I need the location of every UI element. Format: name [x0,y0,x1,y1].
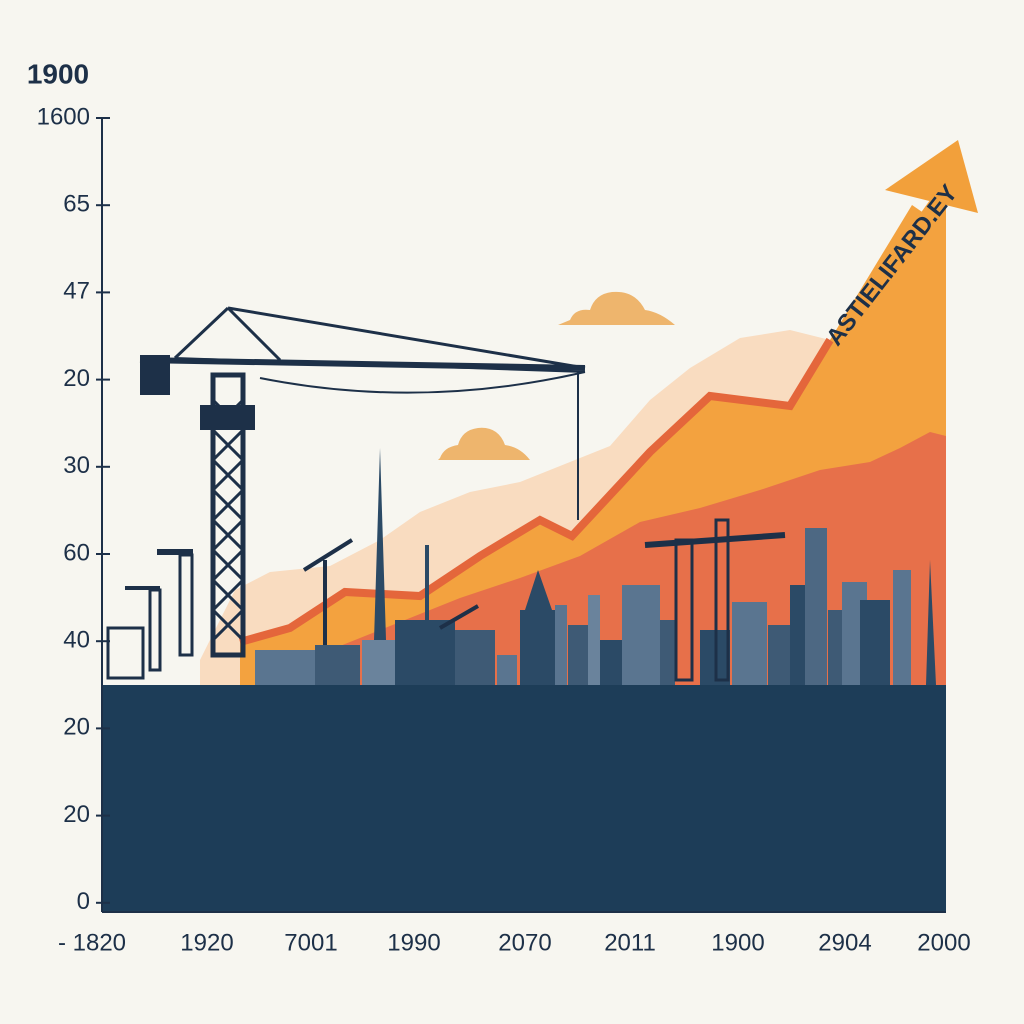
x-axis-label: 1920 [180,929,233,956]
x-axis-label: 2011 [604,929,656,956]
x-axis-labels: - 1820 1920 7001 1990 2070 2011 1900 2904 2000 [58,929,971,956]
y-axis-label: 40 [63,627,90,654]
y-axis-label: 20 [63,714,90,741]
cloud [558,291,675,325]
x-axis-label: 2070 [498,929,551,956]
x-axis-label: 1900 [711,929,764,956]
cranes [106,306,786,682]
y-axis-label: 30 [63,452,90,479]
y-axis-label: 60 [63,539,90,566]
y-axis-label: 1600 [37,103,90,130]
arrow-head [885,140,978,213]
cloud [438,427,530,460]
y-axis-label: 65 [63,191,90,218]
ground-block [102,685,946,912]
y-axis-labels: 1600 65 47 20 30 60 40 20 20 0 [37,103,110,915]
x-axis-label: 2904 [818,929,871,956]
x-axis-label: 1990 [387,929,440,956]
y-axis-label: 47 [63,278,90,305]
y-axis-label: 20 [63,801,90,828]
x-axis-label: - 1820 [58,929,126,956]
arrow-shaft [830,205,928,352]
y-axis-label: 0 [77,888,90,915]
corner-label: 1900 [27,58,89,89]
y-axis-label: 20 [63,365,90,392]
x-axis-label: 2000 [917,929,970,956]
x-axis-label: 7001 [284,929,337,956]
